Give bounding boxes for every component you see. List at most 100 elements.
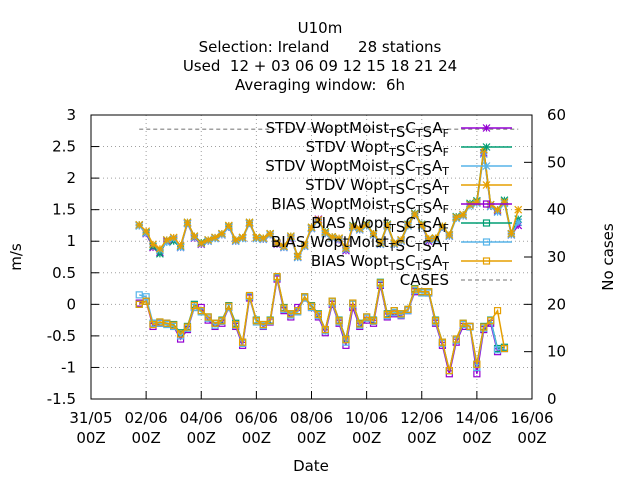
data-point <box>245 291 254 300</box>
x-tick-label: 08/06 <box>290 409 333 427</box>
data-point <box>169 233 178 242</box>
series-line <box>139 277 505 371</box>
data-point <box>183 323 192 331</box>
data-point <box>349 299 357 307</box>
y-tick-label: 0.5 <box>52 264 76 282</box>
data-point <box>328 232 337 241</box>
x-tick-label: 00Z <box>517 429 546 447</box>
y2-tick-label: 50 <box>547 153 566 171</box>
data-point <box>197 307 205 315</box>
data-point <box>204 236 213 244</box>
y-axis-label: m/s <box>7 243 25 271</box>
data-point <box>418 288 426 296</box>
data-point <box>238 233 247 242</box>
data-point <box>238 338 247 346</box>
data-point <box>410 210 419 219</box>
data-point <box>301 293 309 301</box>
data-point <box>211 233 219 242</box>
data-point <box>493 346 502 354</box>
data-point <box>259 234 268 242</box>
legend-label: BIAS WoptMoistTSCTSAF <box>271 195 449 217</box>
data-point <box>431 234 440 242</box>
data-point <box>328 297 336 305</box>
data-point <box>162 236 171 244</box>
y2-tick-label: 0 <box>547 390 557 408</box>
y2-tick-label: 40 <box>547 201 566 219</box>
data-point <box>438 222 447 230</box>
data-point <box>149 240 157 249</box>
title-line-3: Used 12 + 03 06 09 12 15 18 21 24 <box>183 57 457 75</box>
x-tick-label: 06/06 <box>235 409 278 427</box>
data-point <box>190 301 198 310</box>
data-point <box>170 321 178 329</box>
x-tick-label: 00Z <box>187 429 216 447</box>
legend-label: CASES <box>400 271 449 289</box>
y-tick-label: -1.5 <box>47 390 76 408</box>
x-tick-label: 04/06 <box>180 409 223 427</box>
x-tick-label: 00Z <box>242 429 271 447</box>
data-point <box>452 335 460 343</box>
data-point <box>404 220 412 229</box>
data-point <box>321 325 329 334</box>
data-point <box>197 239 206 248</box>
data-point <box>232 320 240 329</box>
data-point <box>204 313 212 321</box>
data-point <box>369 317 378 325</box>
x-tick-label: 00Z <box>131 429 160 447</box>
x-tick-label: 00Z <box>352 429 381 447</box>
data-point <box>190 232 199 241</box>
data-point <box>376 279 385 287</box>
data-point <box>507 229 516 238</box>
legend-marker <box>482 219 491 227</box>
legend-marker <box>482 162 491 170</box>
y-tick-label: 0 <box>66 295 76 313</box>
data-point <box>356 320 364 328</box>
data-point <box>156 318 164 326</box>
data-point <box>314 310 322 319</box>
legend-label: STDV WoptMoistTSCTSAT <box>265 157 449 179</box>
data-point <box>487 317 495 325</box>
y2-axis-ticks: 0 10 20 30 40 50 60 <box>524 106 566 408</box>
y-axis-ticks: -1.5 -1 -0.5 0 0.5 1 1.5 2 2.5 3 <box>47 106 99 408</box>
data-point <box>155 244 164 253</box>
y-tick-label: 2 <box>66 169 76 187</box>
data-point <box>135 300 143 308</box>
data-point <box>211 319 219 327</box>
data-point <box>383 310 391 319</box>
y2-tick-label: 60 <box>547 106 566 124</box>
legend-label: BIAS WoptMoistTSCTSAT <box>271 233 449 255</box>
x-tick-label: 00Z <box>462 429 491 447</box>
data-point <box>480 323 488 331</box>
data-point <box>149 320 157 329</box>
data-point <box>163 319 171 327</box>
data-point <box>466 322 474 331</box>
data-point <box>500 344 509 353</box>
title-line-2: Selection: Ireland 28 stations <box>199 38 442 56</box>
data-point <box>376 239 385 248</box>
data-point <box>514 205 523 214</box>
data-point <box>245 218 254 227</box>
x-tick-label: 16/06 <box>510 409 553 427</box>
series-line <box>138 276 506 371</box>
data-point <box>176 330 185 338</box>
data-point <box>459 210 468 219</box>
data-point <box>231 236 240 244</box>
title-line-4: Averaging window: 6h <box>235 76 405 94</box>
y2-tick-label: 10 <box>547 343 566 361</box>
data-point <box>176 241 185 250</box>
x-tick-label: 12/06 <box>400 409 443 427</box>
data-point <box>218 317 226 325</box>
data-point <box>280 242 288 251</box>
data-point <box>293 252 302 261</box>
data-point <box>404 305 412 313</box>
data-point <box>348 222 357 230</box>
data-point <box>252 233 261 242</box>
y-tick-label: 1.5 <box>52 201 76 219</box>
data-point <box>369 229 378 238</box>
legend-marker <box>482 181 491 189</box>
data-point <box>411 285 419 293</box>
data-point <box>342 336 350 344</box>
legend-label: BIAS WoptTSCTSAF <box>311 214 449 236</box>
data-point <box>431 317 440 325</box>
data-point <box>473 360 481 368</box>
